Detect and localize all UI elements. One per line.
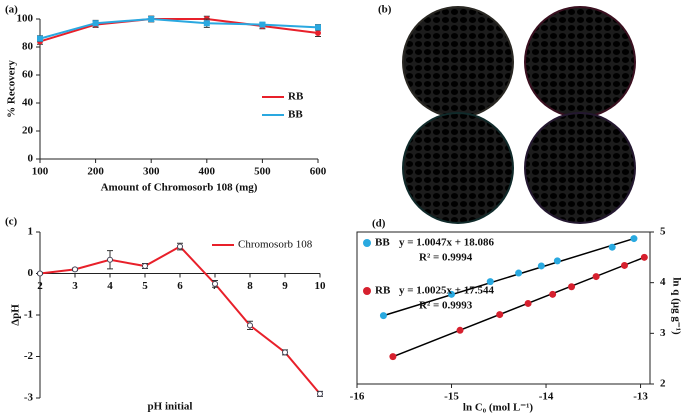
x-tick-label: 3 [72,280,78,292]
legend-label: BB [288,109,303,121]
marker [148,16,155,22]
marker [177,243,183,250]
y-tick-label: 2 [660,378,666,390]
y-tick-label: 60 [22,69,34,81]
legend-label: Chromosorb 108 [238,239,313,251]
point [568,283,576,291]
x-tick-label: -16 [350,391,365,403]
point [549,290,557,298]
point [553,257,561,265]
x-tick-label: 5 [142,280,148,292]
photo-pink-grains [526,8,634,116]
fit-line [383,237,635,317]
point [620,261,628,269]
y-tick-label: 80 [22,41,34,53]
x-tick-label: 600 [310,166,327,178]
x-axis-title: Amount of Chromosorb 108 (mg) [101,182,258,194]
legend-label: RB [375,285,391,297]
photo-gray-grains [404,8,512,116]
x-tick-label: 100 [32,166,49,178]
point [456,326,464,334]
y-tick-label: 100 [17,13,34,25]
marker [37,35,43,42]
beads-photos [402,6,636,224]
marker [315,24,321,31]
point [608,243,616,251]
point [592,273,600,281]
x-axis-title: ln C₀ (mol L⁻¹) [463,402,533,414]
marker [203,20,210,27]
legend-label: BB [375,237,390,249]
point [379,312,387,320]
x-tick-label: 8 [247,280,253,292]
y-axis-title: ln q (µg g⁻¹) [670,277,682,335]
point [537,262,545,270]
r-squared: R² = 0.9993 [419,300,473,312]
x-tick-label: 300 [143,166,160,178]
marker [37,270,43,277]
point [389,353,397,361]
photo-purple-grains [526,114,634,222]
plot-frame [356,231,651,385]
point [496,311,504,319]
y-tick-label: 3 [660,327,666,339]
x-tick-label: 4 [107,280,113,292]
panel-label: (d) [372,218,386,230]
legend-label: RB [288,91,304,103]
panel-label: (c) [5,216,18,228]
legend-dot [363,287,371,295]
x-tick-label: 10 [315,280,327,292]
x-tick-label: -15 [444,391,459,403]
y-tick-label: 1 [28,226,34,238]
marker [317,390,323,397]
series-line [39,245,321,395]
x-tick-label: 200 [87,166,104,178]
x-tick-label: 2 [37,280,43,292]
marker [315,30,321,36]
marker [92,20,99,27]
y-tick-label: -3 [24,392,34,404]
equation: y = 1.0025x + 17.544 [399,285,495,297]
y-axis-title: ΔpH [10,304,22,326]
point [640,253,648,261]
x-tick-label: -13 [633,391,648,403]
x-tick-label: 9 [282,280,288,292]
y-tick-label: 40 [22,97,34,109]
marker [107,256,113,263]
marker [282,349,288,356]
marker [142,263,148,270]
y-tick-label: 4 [660,276,666,288]
y-tick-label: 0 [28,153,34,165]
series-line [39,17,319,40]
y-tick-label: -1 [24,309,33,321]
fit-line [392,256,645,358]
equation: y = 1.0047x + 18.086 [399,237,495,249]
point [486,278,494,286]
panel-label: (b) [378,4,392,16]
marker [247,322,253,329]
marker [212,280,218,287]
y-axis-title: % Recovery [6,60,18,118]
x-tick-label: 500 [254,166,271,178]
marker [72,266,78,273]
marker [259,21,266,28]
r-squared: R² = 0.9994 [419,252,473,264]
series-line [39,18,319,43]
legend-dot [363,239,371,247]
y-tick-label: 0 [28,267,34,279]
y-tick-label: 20 [22,125,34,137]
y-tick-label: 5 [660,226,666,238]
x-axis-title: pH initial [148,401,193,413]
panel-label: (a) [5,4,18,16]
x-tick-label: 400 [199,166,216,178]
photo-teal-grains [404,114,512,222]
point [515,269,523,277]
point [524,299,532,307]
x-tick-label: -14 [539,391,554,403]
point [630,235,638,243]
x-tick-label: 6 [177,280,183,292]
point [448,290,456,298]
y-tick-label: -2 [24,350,34,362]
